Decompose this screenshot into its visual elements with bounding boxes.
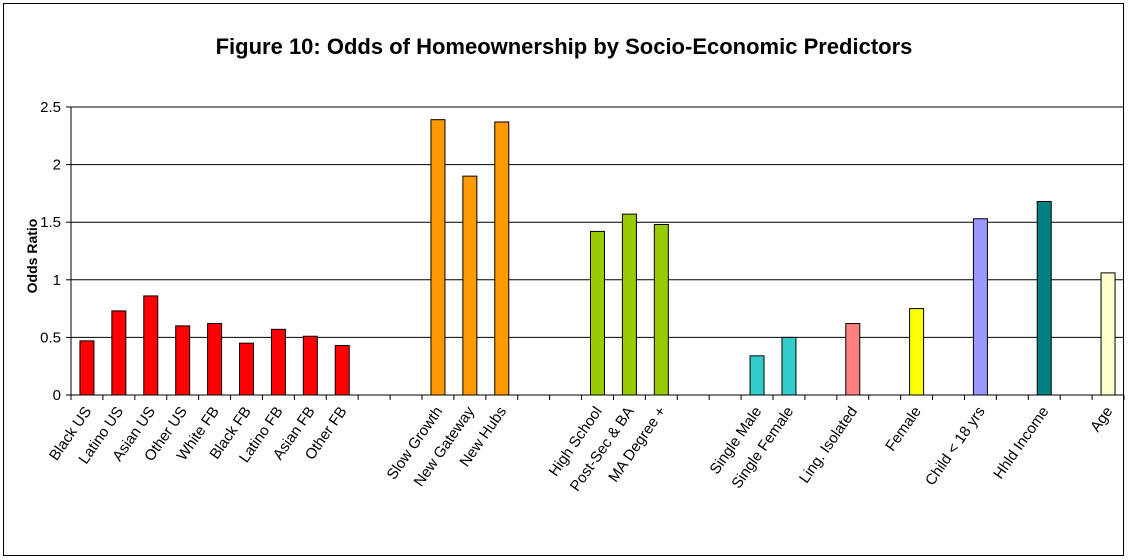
bar bbox=[111, 310, 127, 396]
y-axis-label: Odds Ratio bbox=[24, 219, 40, 294]
x-tick-label: Hhld Income bbox=[990, 404, 1052, 483]
y-tick-label: 2.5 bbox=[40, 99, 61, 116]
chart-title: Figure 10: Odds of Homeownership by Soci… bbox=[215, 34, 913, 59]
bars bbox=[79, 119, 1116, 396]
y-tick-label: 2 bbox=[53, 157, 61, 174]
bar bbox=[494, 121, 510, 396]
bar bbox=[175, 325, 191, 396]
x-tick-label: Ling. Isolated bbox=[796, 404, 861, 487]
bar bbox=[749, 355, 765, 396]
y-tick-label: 0 bbox=[53, 387, 61, 404]
bar bbox=[302, 335, 318, 396]
bar bbox=[270, 328, 286, 396]
x-tick-label: Age bbox=[1087, 404, 1116, 436]
x-tick-label: Female bbox=[882, 404, 925, 455]
x-tick-label: Child < 18 yrs bbox=[922, 404, 989, 489]
bar bbox=[1100, 272, 1116, 396]
bar bbox=[207, 323, 223, 396]
bar bbox=[1036, 200, 1052, 396]
bar bbox=[462, 175, 478, 396]
bar bbox=[143, 295, 159, 396]
y-tick-label: 0.5 bbox=[40, 329, 61, 346]
y-tick-label: 1.5 bbox=[40, 214, 61, 231]
y-tick-label: 1 bbox=[53, 272, 61, 289]
bar bbox=[909, 308, 925, 396]
bar bbox=[590, 230, 605, 396]
bar bbox=[621, 213, 637, 396]
bar bbox=[972, 218, 988, 396]
bar bbox=[79, 340, 95, 396]
bar bbox=[845, 323, 861, 396]
bar bbox=[239, 342, 254, 396]
bar bbox=[334, 344, 350, 396]
bar bbox=[781, 336, 797, 396]
bar bbox=[653, 224, 669, 396]
bar bbox=[430, 119, 446, 396]
